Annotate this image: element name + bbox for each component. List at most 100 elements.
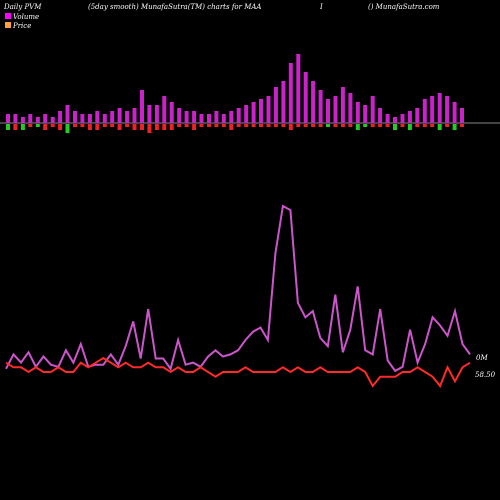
volume-bar — [326, 99, 330, 123]
change-bar — [221, 124, 226, 127]
volume-bar — [184, 111, 189, 123]
volume-bar — [207, 114, 211, 123]
volume-bar — [288, 63, 293, 123]
change-bar — [452, 124, 457, 130]
volume-bar — [6, 114, 10, 123]
volume-bar — [43, 114, 48, 123]
volume-bar — [355, 102, 360, 123]
change-bar — [333, 124, 338, 127]
volume-bar — [273, 87, 278, 123]
change-bar — [422, 124, 427, 127]
volume-bar — [393, 117, 397, 123]
change-bar — [303, 124, 308, 127]
volume-bar — [311, 81, 316, 123]
volume-bar — [415, 108, 420, 123]
volume-bar — [340, 87, 345, 123]
change-bar — [378, 124, 383, 127]
change-bar — [154, 124, 159, 130]
volume-bar — [437, 93, 442, 123]
volume-bars — [6, 54, 464, 133]
change-bar — [28, 124, 33, 127]
change-bar — [13, 124, 18, 130]
volume-bar — [385, 114, 390, 123]
change-bar — [95, 124, 100, 130]
change-bar — [117, 124, 122, 130]
volume-bar — [154, 105, 159, 123]
change-bar — [169, 124, 174, 130]
change-bar — [273, 124, 278, 127]
change-bar — [244, 124, 249, 127]
volume-series-line — [5, 204, 471, 373]
volume-bar — [296, 54, 301, 123]
change-bar — [340, 124, 345, 127]
change-bar — [363, 124, 368, 127]
volume-bar — [221, 114, 226, 123]
change-bar — [385, 124, 390, 127]
volume-bar — [251, 102, 256, 123]
change-bar — [437, 124, 442, 130]
change-bar — [348, 124, 353, 127]
change-bar — [296, 124, 301, 127]
volume-bar — [445, 96, 450, 123]
legend-swatch-price — [5, 22, 11, 28]
volume-bar — [348, 93, 353, 123]
change-bar — [445, 124, 450, 127]
legend-swatch-volume — [5, 13, 11, 19]
volume-bar — [58, 111, 63, 123]
change-bar — [251, 124, 256, 127]
volume-bar — [20, 117, 25, 123]
change-bar — [87, 124, 92, 130]
change-bar — [162, 124, 167, 130]
change-bar — [110, 124, 115, 127]
volume-bar — [80, 114, 85, 123]
volume-bar — [162, 96, 167, 123]
price-value-label: 58.50 — [475, 371, 496, 379]
volume-bar — [95, 111, 100, 123]
change-bar — [288, 124, 293, 130]
change-bar — [318, 124, 323, 127]
volume-bar — [281, 81, 286, 123]
change-bar — [400, 124, 405, 127]
change-bar — [407, 124, 412, 130]
change-bar — [177, 124, 182, 127]
header-right: () MunafaSutra.com — [368, 3, 440, 11]
legend-price: Price — [12, 22, 31, 30]
change-bar — [184, 124, 189, 127]
volume-bar — [400, 114, 405, 123]
header-center: (5day smooth) MunafaSutra(TM) charts for… — [88, 3, 261, 11]
volume-bar — [452, 102, 457, 123]
change-bar — [281, 124, 286, 127]
change-bar — [50, 124, 55, 127]
volume-bar — [177, 108, 182, 123]
volume-bar — [192, 111, 197, 123]
volume-bar — [132, 108, 137, 123]
change-bar — [43, 124, 48, 130]
volume-bar — [259, 99, 263, 123]
volume-bar — [87, 114, 92, 123]
change-bar — [326, 124, 330, 127]
change-bar — [58, 124, 63, 130]
volume-bar — [50, 117, 55, 123]
change-bar — [73, 124, 77, 127]
volume-bar — [125, 111, 130, 123]
change-bar — [259, 124, 263, 127]
volume-bar — [199, 114, 204, 123]
change-bar — [430, 124, 435, 127]
volume-bar — [303, 72, 308, 123]
volume-bar — [244, 105, 249, 123]
change-bar — [20, 124, 25, 130]
volume-bar — [318, 90, 323, 123]
change-bar — [199, 124, 204, 127]
volume-bar — [407, 111, 412, 123]
change-bar — [207, 124, 211, 127]
change-bar — [6, 124, 10, 130]
volume-bar — [430, 96, 435, 123]
volume-bar — [28, 114, 33, 123]
volume-bar — [102, 114, 107, 123]
volume-bar — [65, 105, 70, 123]
volume-bar — [35, 117, 40, 123]
volume-bar — [363, 105, 368, 123]
volume-bar — [13, 114, 18, 123]
